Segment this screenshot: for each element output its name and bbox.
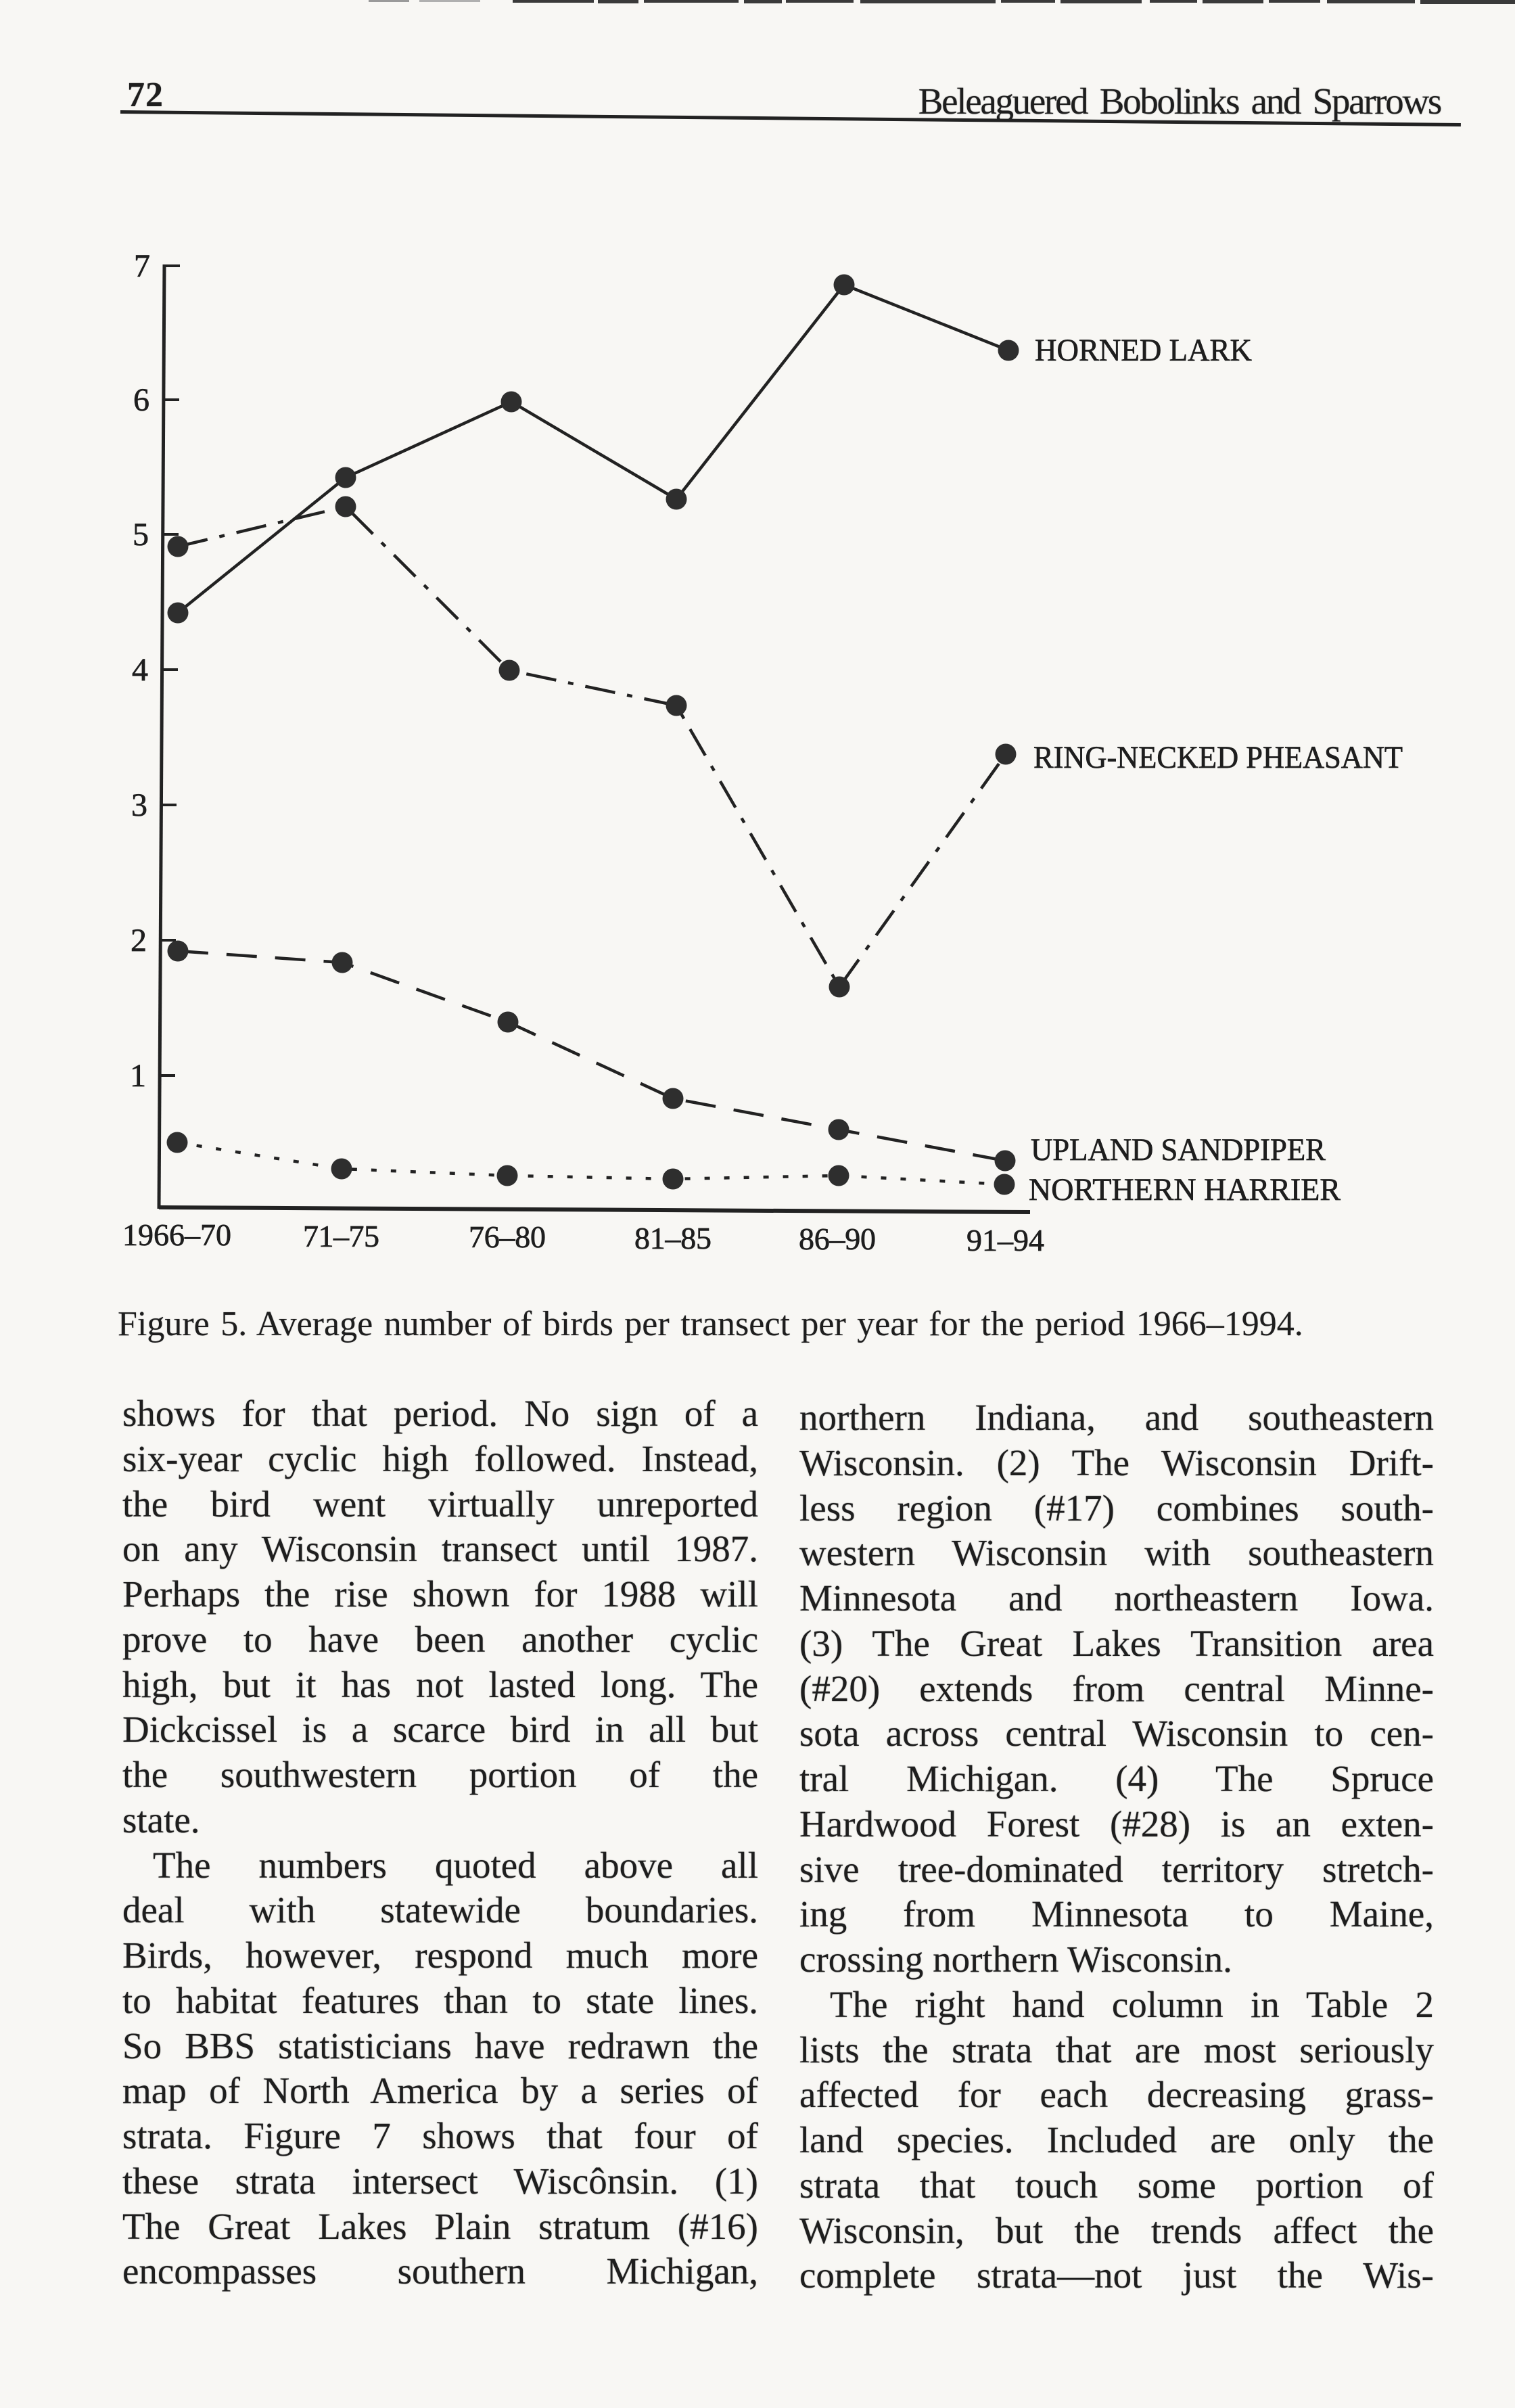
svg-text:5: 5 bbox=[133, 517, 149, 553]
svg-text:HORNED LARK: HORNED LARK bbox=[1035, 333, 1252, 368]
svg-text:2: 2 bbox=[131, 923, 147, 958]
svg-text:UPLAND SANDPIPER: UPLAND SANDPIPER bbox=[1031, 1132, 1326, 1167]
svg-text:NORTHERN HARRIER: NORTHERN HARRIER bbox=[1029, 1172, 1341, 1207]
svg-text:81–85: 81–85 bbox=[634, 1221, 712, 1255]
svg-text:6: 6 bbox=[133, 382, 149, 418]
svg-text:4: 4 bbox=[132, 652, 148, 688]
svg-text:76–80: 76–80 bbox=[469, 1220, 546, 1254]
svg-text:1: 1 bbox=[130, 1058, 146, 1094]
svg-text:3: 3 bbox=[131, 787, 147, 823]
svg-text:7: 7 bbox=[134, 248, 150, 284]
svg-text:RING-NECKED PHEASANT: RING-NECKED PHEASANT bbox=[1033, 740, 1403, 775]
svg-text:86–90: 86–90 bbox=[799, 1222, 876, 1256]
svg-text:71–75: 71–75 bbox=[303, 1219, 379, 1253]
svg-text:91–94: 91–94 bbox=[966, 1223, 1044, 1257]
svg-text:1966–70: 1966–70 bbox=[122, 1218, 231, 1252]
